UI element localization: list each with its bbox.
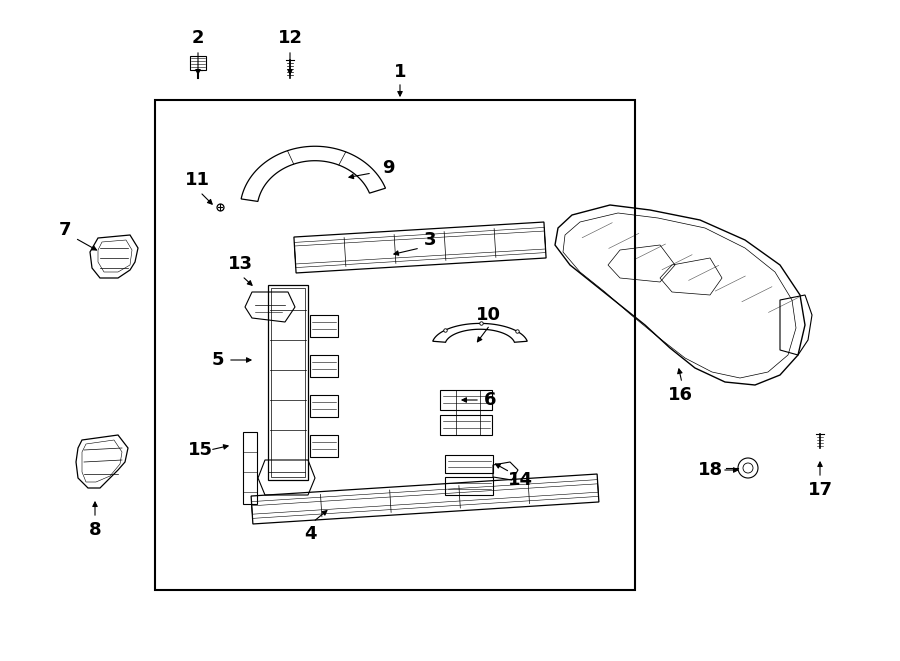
Bar: [440, 415, 492, 435]
Text: 1: 1: [394, 63, 406, 81]
Bar: [310, 395, 338, 417]
Text: 18: 18: [698, 461, 723, 479]
Bar: [310, 435, 338, 457]
Text: 12: 12: [277, 29, 302, 47]
Text: 10: 10: [475, 306, 500, 324]
Bar: [243, 432, 257, 504]
Text: 11: 11: [184, 171, 210, 189]
Text: 17: 17: [807, 481, 833, 499]
Bar: [310, 315, 338, 337]
Bar: [445, 477, 493, 495]
Text: 6: 6: [484, 391, 496, 409]
Text: 15: 15: [187, 441, 212, 459]
Text: 7: 7: [58, 221, 71, 239]
Text: 5: 5: [212, 351, 224, 369]
Bar: [268, 285, 308, 480]
Text: 4: 4: [304, 525, 316, 543]
Text: 8: 8: [89, 521, 102, 539]
Text: 16: 16: [668, 386, 692, 404]
Bar: [155, 100, 635, 590]
Bar: [445, 455, 493, 473]
Text: 13: 13: [228, 255, 253, 273]
Bar: [271, 288, 305, 477]
Bar: [310, 355, 338, 377]
Text: 3: 3: [424, 231, 436, 249]
Text: 9: 9: [382, 159, 394, 177]
Text: 14: 14: [508, 471, 533, 489]
Bar: [440, 390, 492, 410]
Text: 2: 2: [192, 29, 204, 47]
Bar: [190, 56, 206, 70]
